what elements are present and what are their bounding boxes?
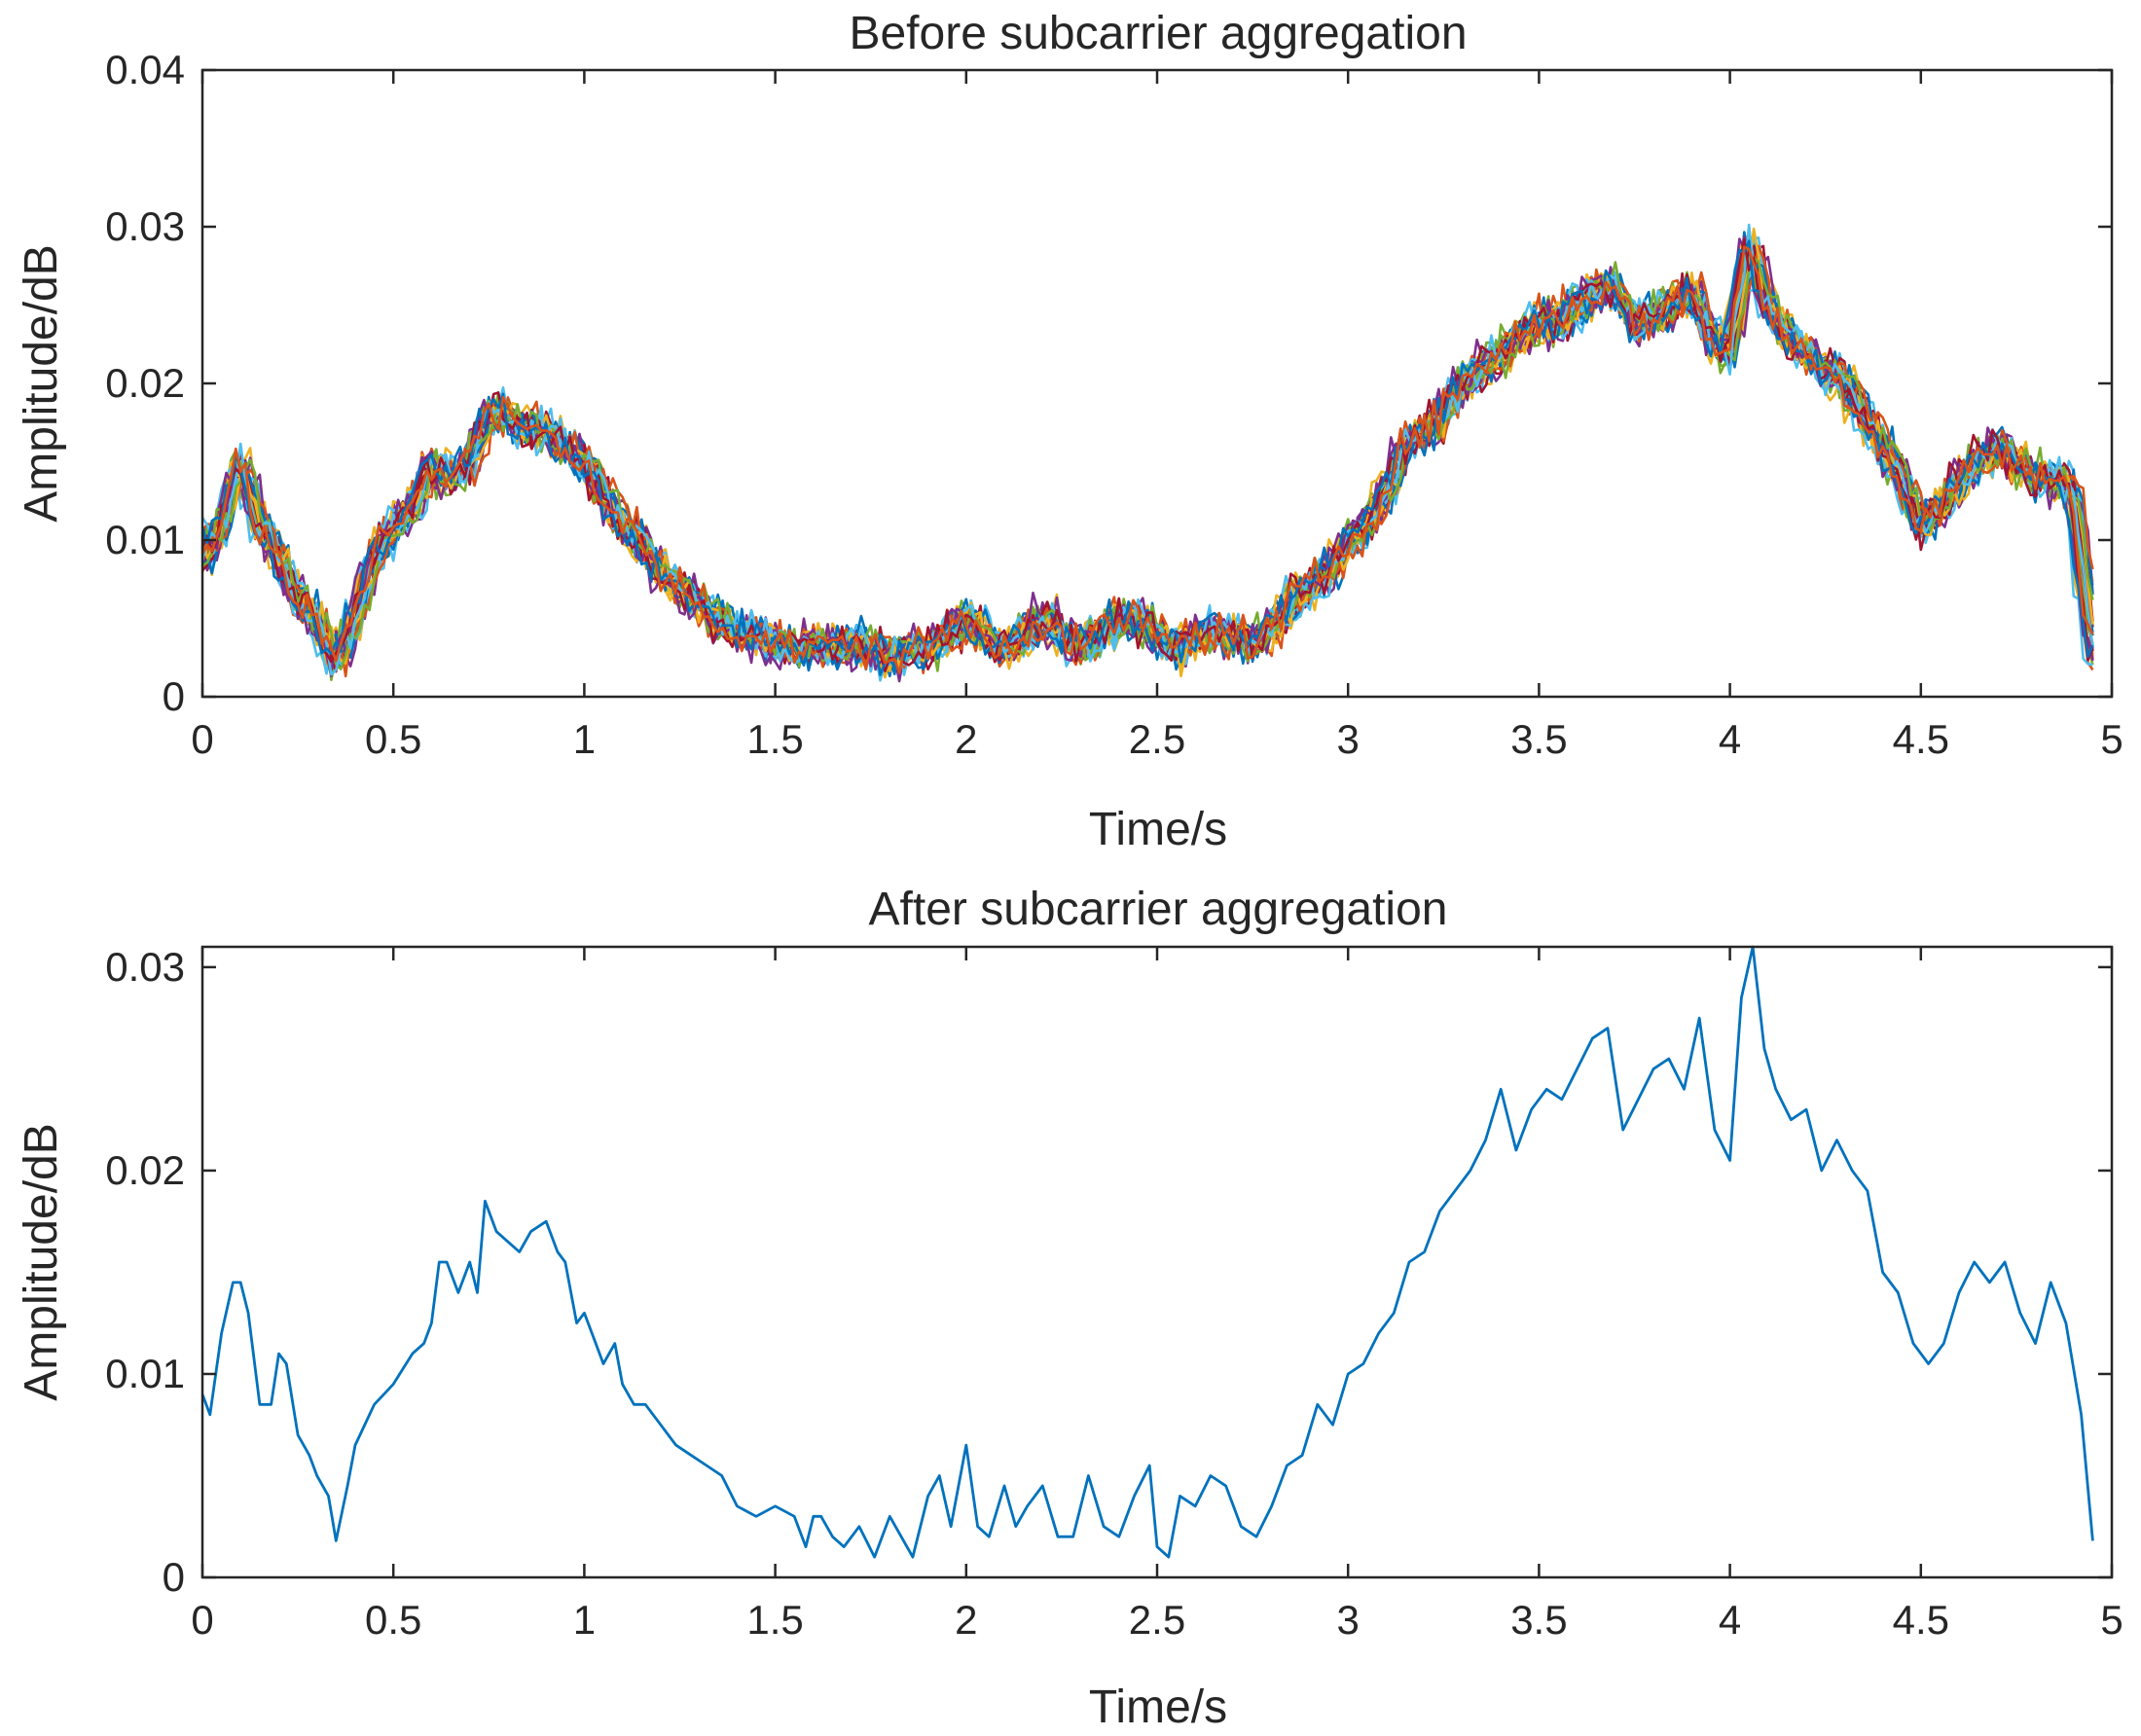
- y-tick-label: 0: [163, 1554, 185, 1600]
- x-tick-label: 3: [1337, 716, 1360, 762]
- series-line: [200, 245, 2094, 674]
- x-tick-label: 1.5: [746, 716, 803, 762]
- series-line: [201, 256, 2094, 670]
- x-tick-label: 0: [191, 716, 213, 762]
- panel-after: After subcarrier aggregation 0 0.5 1 1.5 2 2.…: [16, 884, 2123, 1733]
- chart-title: After subcarrier aggregation: [869, 884, 1448, 935]
- x-tick-label: 1: [573, 1597, 596, 1643]
- x-tick-label: 3: [1337, 1597, 1360, 1643]
- x-tick-label: 4.5: [1893, 1597, 1949, 1643]
- x-tick-label: 1.5: [746, 1597, 803, 1643]
- y-tick-label: 0.01: [105, 1351, 185, 1396]
- x-tick-label: 5: [2100, 1597, 2123, 1643]
- series-line: [200, 239, 2094, 676]
- y-tick-label: 0.03: [105, 203, 185, 249]
- y-tick-label: 0.01: [105, 517, 185, 562]
- x-tick-label: 4: [1719, 1597, 1741, 1643]
- y-tick-label: 0.02: [105, 1147, 185, 1193]
- y-tick-label: 0: [163, 673, 185, 719]
- x-tick-label: 2.5: [1129, 716, 1185, 762]
- x-tick-label: 0.5: [365, 1597, 421, 1643]
- x-tick-label: 0.5: [365, 716, 421, 762]
- tick-group: 0 0.5 1 1.5 2 2.5 3 3.5 4 4.5 5 0 0.01 0.02 0.03: [105, 944, 2123, 1643]
- x-tick-label: 2.5: [1129, 1597, 1185, 1643]
- y-axis-label: Amplitude/dB: [16, 244, 67, 523]
- x-tick-label: 0: [191, 1597, 213, 1643]
- x-axis-label: Time/s: [1089, 1682, 1227, 1733]
- y-tick-label: 0.04: [105, 47, 185, 92]
- series-group: [200, 223, 2094, 683]
- x-tick-label: 4.5: [1893, 716, 1949, 762]
- series-line: [200, 237, 2094, 673]
- series-group: [200, 945, 2094, 1559]
- series-line: [200, 945, 2094, 1559]
- x-axis-label: Time/s: [1089, 804, 1227, 855]
- y-tick-label: 0.02: [105, 360, 185, 406]
- chart-title: Before subcarrier aggregation: [849, 8, 1467, 59]
- x-tick-label: 1: [573, 716, 596, 762]
- tick-group: 0 0.5 1 1.5 2 2.5 3 3.5 4 4.5 5 0 0.01 0.02 0.03 0.04: [105, 47, 2123, 762]
- x-tick-label: 3.5: [1510, 716, 1567, 762]
- y-tick-label: 0.03: [105, 944, 185, 990]
- x-tick-label: 5: [2100, 716, 2123, 762]
- x-tick-label: 2: [955, 716, 977, 762]
- y-axis-label: Amplitude/dB: [16, 1123, 67, 1401]
- panel-before: Before subcarrier aggregation 0 0.5 1 1.5 2 2…: [16, 8, 2123, 855]
- x-tick-label: 3.5: [1510, 1597, 1567, 1643]
- x-tick-label: 4: [1719, 716, 1741, 762]
- x-tick-label: 2: [955, 1597, 977, 1643]
